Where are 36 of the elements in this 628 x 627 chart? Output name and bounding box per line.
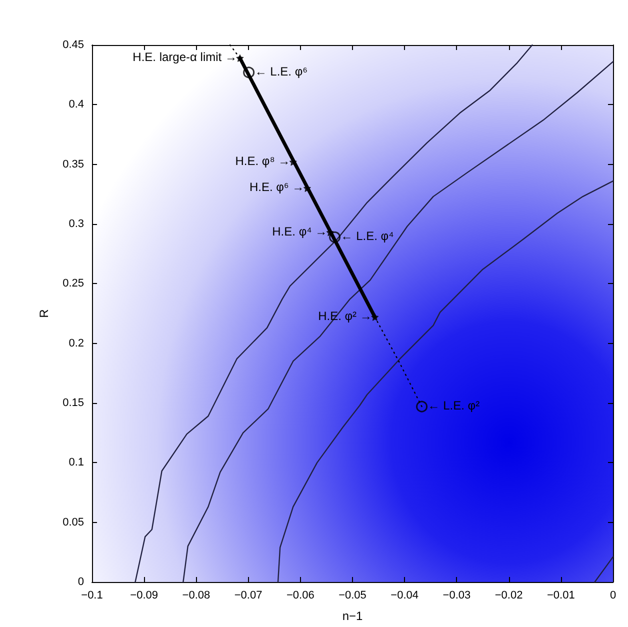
x-tick-label: −0.07 — [234, 590, 262, 602]
x-tick-label: −0.04 — [390, 590, 419, 602]
annotation: H.E. φ⁴ → — [272, 224, 328, 238]
x-tick-label: −0.08 — [182, 590, 210, 602]
point — [329, 231, 341, 243]
y-tick-label: 0.2 — [68, 337, 84, 350]
y-tick-label: 0.35 — [62, 158, 84, 170]
x-tick-label: −0.09 — [130, 590, 158, 602]
x-tick-label: −0.02 — [494, 590, 523, 602]
annotation: H.E. φ⁶ → — [249, 180, 304, 194]
y-tick-label: 0.1 — [68, 456, 84, 469]
point — [243, 66, 255, 78]
annotation: ← L.E. φ⁶ — [254, 64, 308, 78]
y-tick-label: 0.4 — [68, 98, 84, 111]
y-tick-label: 0.45 — [62, 39, 84, 51]
y-tick-label: 0.15 — [62, 397, 84, 409]
annotation: ← L.E. φ⁴ — [340, 229, 394, 244]
x-tick-label: 0 — [610, 590, 616, 602]
annotation: H.E. large-α limit → — [132, 50, 237, 64]
y-tick-label: 0.25 — [62, 278, 84, 290]
y-tick-label: 0.05 — [62, 516, 84, 528]
x-tick-label: −0.01 — [546, 590, 575, 602]
x-tick-label: −0.1 — [81, 590, 103, 602]
x-tick-label: −0.05 — [338, 590, 366, 602]
point — [371, 313, 379, 321]
x-tick-label: −0.06 — [286, 590, 314, 602]
annotation: ← L.E. φ² — [428, 398, 480, 413]
point — [236, 54, 244, 62]
y-axis-title: R — [37, 308, 51, 318]
y-tick-label: 0.3 — [68, 218, 84, 230]
annotation: H.E. φ⁸ → — [235, 154, 290, 168]
x-tick-label: −0.03 — [442, 590, 471, 602]
line-series — [134, 44, 533, 583]
y-tick-label: 0 — [78, 576, 84, 588]
point — [416, 400, 428, 412]
x-axis-title: n−1 — [342, 609, 363, 623]
